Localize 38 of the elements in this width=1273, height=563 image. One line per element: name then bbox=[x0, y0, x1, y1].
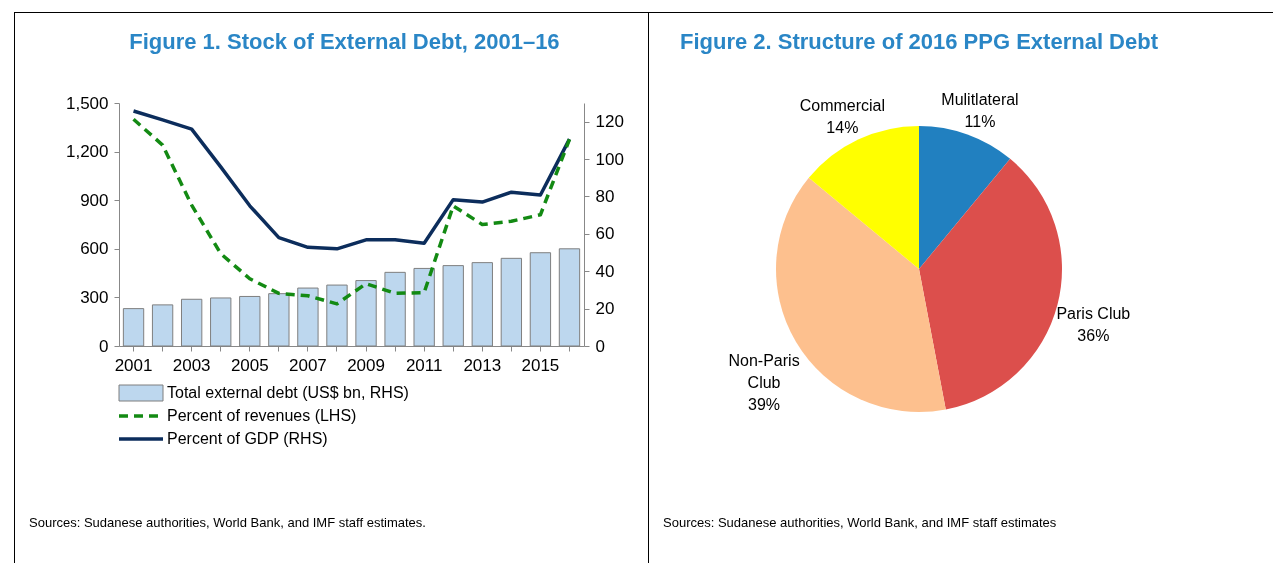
data-label: 39% bbox=[748, 395, 781, 413]
legend-label: Total external debt (US$ bn, RHS) bbox=[167, 384, 409, 401]
y2-tick-label: 0 bbox=[595, 336, 605, 356]
data-label: 11% bbox=[964, 112, 996, 130]
chart-title: Figure 1. Stock of External Debt, 2001–16 bbox=[129, 29, 560, 54]
line-series bbox=[131, 117, 572, 306]
x-tick-label: 2007 bbox=[288, 355, 327, 375]
y2-tick-label: 20 bbox=[595, 299, 615, 319]
chart-title: Figure 2. Structure of 2016 PPG External Debt bbox=[679, 29, 1159, 54]
y2-tick-label: 100 bbox=[595, 149, 624, 169]
legend-label: Percent of revenues (LHS) bbox=[167, 407, 357, 424]
x-tick-label: 2015 bbox=[521, 355, 560, 375]
y-tick-label: 300 bbox=[80, 287, 109, 307]
x-tick-label: 2009 bbox=[347, 355, 385, 375]
x-tick-label: 2011 bbox=[405, 355, 443, 375]
slice-label: Non-Paris Club bbox=[728, 351, 800, 391]
y-tick-label: 600 bbox=[80, 239, 109, 259]
data-label: 36% bbox=[1077, 326, 1110, 344]
y2-tick-label: 120 bbox=[595, 112, 624, 132]
x-tick-label: 2013 bbox=[463, 355, 502, 375]
data-label: 14% bbox=[826, 119, 859, 137]
x-tick-label: 2001 bbox=[114, 355, 153, 375]
y2-tick-label: 80 bbox=[595, 186, 615, 206]
x-tick-label: 2003 bbox=[172, 355, 211, 375]
y-tick-label: 0 bbox=[99, 336, 109, 356]
y-tick-label: 900 bbox=[80, 190, 109, 210]
slice-label: Mulitlateral bbox=[941, 90, 1019, 108]
legend-label: Percent of GDP (RHS) bbox=[167, 430, 328, 447]
y2-tick-label: 60 bbox=[595, 224, 615, 244]
slice-label: Commercial bbox=[799, 97, 886, 115]
pie-slice bbox=[919, 126, 1011, 269]
y-tick-label: 1,200 bbox=[65, 142, 109, 162]
y2-tick-label: 40 bbox=[595, 261, 615, 281]
source-note: Sources: Sudanese authorities, World Bank, and IMF staff estimates bbox=[663, 515, 1057, 530]
y-tick-label: 1,500 bbox=[65, 93, 109, 113]
source-note: Sources: Sudanese authorities, World Bank, and IMF staff estimates. bbox=[29, 515, 426, 530]
x-tick-label: 2005 bbox=[230, 355, 269, 375]
slice-label: Paris Club bbox=[1056, 304, 1131, 322]
